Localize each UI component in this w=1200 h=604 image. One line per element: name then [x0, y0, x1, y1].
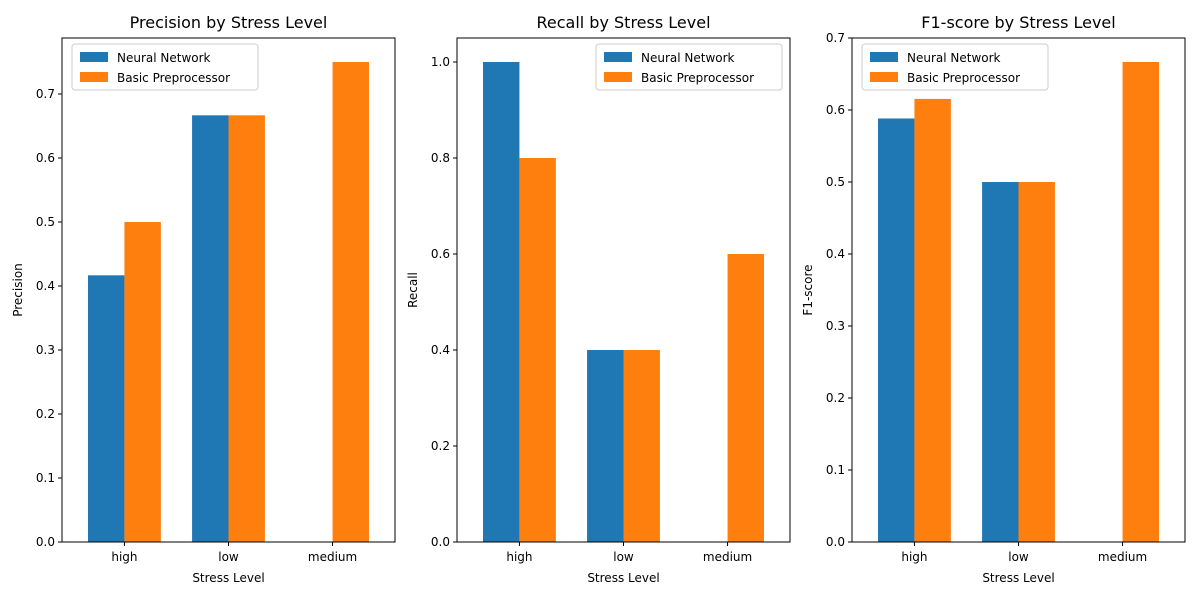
- y-axis-label: Precision: [11, 263, 25, 317]
- bar-basic-preprocessor-high: [124, 222, 161, 542]
- x-tick-label: medium: [308, 550, 357, 564]
- y-tick-label: 0.7: [826, 31, 845, 45]
- y-tick-label: 0.5: [36, 215, 55, 229]
- legend: Neural Network Basic Preprocessor: [71, 43, 259, 91]
- x-tick-label: medium: [703, 550, 752, 564]
- legend-label: Basic Preprocessor: [907, 71, 1020, 85]
- legend-label: Neural Network: [907, 51, 1001, 65]
- y-tick-label: 0.5: [826, 175, 845, 189]
- legend-swatch: [870, 52, 898, 62]
- bar-neural-network-high: [483, 62, 520, 542]
- x-axis-label: Stress Level: [982, 571, 1054, 585]
- x-tick-label: low: [218, 550, 239, 564]
- y-tick-label: 0.1: [36, 471, 55, 485]
- legend: Neural Network Basic Preprocessor: [595, 43, 783, 91]
- bar-basic-preprocessor-low: [623, 350, 660, 542]
- y-tick-label: 0.2: [36, 407, 55, 421]
- legend-label: Neural Network: [117, 51, 211, 65]
- legend-swatch: [80, 72, 108, 82]
- y-tick-label: 0.0: [36, 535, 55, 549]
- y-tick-label: 0.7: [36, 87, 55, 101]
- legend-swatch: [604, 52, 632, 62]
- x-tick-label: low: [613, 550, 634, 564]
- chart-title: Precision by Stress Level: [130, 13, 328, 32]
- x-tick-label: high: [111, 550, 137, 564]
- bar-basic-preprocessor-low: [228, 115, 265, 542]
- legend-label: Basic Preprocessor: [641, 71, 754, 85]
- legend: Neural Network Basic Preprocessor: [861, 43, 1049, 91]
- bar-basic-preprocessor-high: [519, 158, 556, 542]
- y-tick-label: 0.4: [826, 247, 845, 261]
- chart-title: F1-score by Stress Level: [921, 13, 1115, 32]
- bar-basic-preprocessor-high: [914, 98, 951, 543]
- y-tick-label: 0.8: [431, 151, 450, 165]
- legend-label: Basic Preprocessor: [117, 71, 230, 85]
- bar-basic-preprocessor-medium: [1122, 61, 1159, 542]
- legend-frame: [861, 43, 1049, 91]
- legend-swatch: [604, 72, 632, 82]
- y-tick-label: 0.6: [826, 103, 845, 117]
- y-tick-label: 0.3: [826, 319, 845, 333]
- chart-panel-2: Recall by Stress Level 0.0 0.2 0.4 0.6 0.8 1.0…: [406, 13, 791, 585]
- legend-frame: [71, 43, 259, 91]
- bar-neural-network-high: [88, 275, 125, 542]
- y-tick-label: 0.4: [36, 279, 55, 293]
- bar-neural-network-low: [587, 350, 624, 542]
- x-axis-label: Stress Level: [192, 571, 264, 585]
- y-tick-label: 0.6: [36, 151, 55, 165]
- chart-title: Recall by Stress Level: [536, 13, 710, 32]
- y-tick-label: 0.1: [826, 463, 845, 477]
- y-tick-label: 0.0: [431, 535, 450, 549]
- y-tick-label: 0.0: [826, 535, 845, 549]
- y-axis-label: F1-score: [801, 264, 815, 315]
- y-tick-label: 1.0: [431, 55, 450, 69]
- x-tick-label: low: [1008, 550, 1029, 564]
- bar-basic-preprocessor-medium: [727, 254, 764, 542]
- legend-frame: [595, 43, 783, 91]
- x-axis-label: Stress Level: [587, 571, 659, 585]
- legend-swatch: [870, 72, 898, 82]
- y-tick-label: 0.2: [826, 391, 845, 405]
- y-tick-label: 0.4: [431, 343, 450, 357]
- chart-panel-1: Precision by Stress Level 0.0 0.1 0.2 0.3 0.4…: [11, 13, 396, 585]
- x-tick-label: high: [506, 550, 532, 564]
- legend-swatch: [80, 52, 108, 62]
- x-tick-label: high: [901, 550, 927, 564]
- bar-neural-network-high: [878, 118, 915, 542]
- legend-label: Neural Network: [641, 51, 735, 65]
- y-tick-label: 0.3: [36, 343, 55, 357]
- bar-basic-preprocessor-low: [1018, 182, 1055, 542]
- bar-neural-network-low: [982, 182, 1019, 542]
- y-axis-label: Recall: [406, 272, 420, 308]
- bar-basic-preprocessor-medium: [332, 62, 369, 542]
- x-tick-label: medium: [1098, 550, 1147, 564]
- chart-panel-3: F1-score by Stress Level 0.0 0.1 0.2 0.3 0.4 0…: [801, 13, 1186, 585]
- y-tick-label: 0.2: [431, 439, 450, 453]
- y-tick-label: 0.6: [431, 247, 450, 261]
- bar-neural-network-low: [192, 115, 229, 542]
